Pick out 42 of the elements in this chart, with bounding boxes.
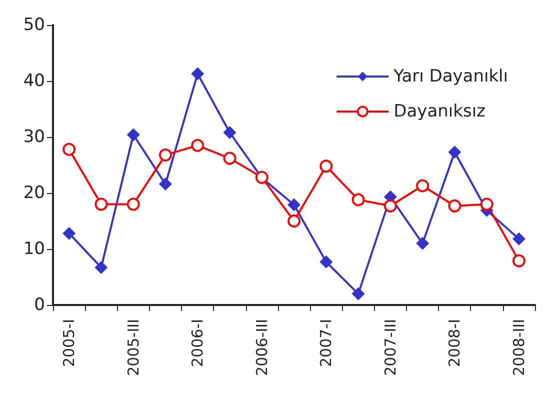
x-tick-label: 2007-III bbox=[381, 319, 400, 376]
point bbox=[416, 236, 430, 250]
point bbox=[288, 198, 300, 212]
x-tick-label: 2008-III bbox=[510, 319, 528, 376]
point bbox=[126, 128, 140, 142]
point bbox=[223, 152, 236, 165]
x-tick-label: 2005-III bbox=[124, 319, 142, 376]
point bbox=[126, 198, 140, 211]
y-tick-label: 0 bbox=[34, 295, 45, 315]
point bbox=[191, 67, 204, 80]
y-tick-label: 10 bbox=[23, 239, 45, 259]
point bbox=[416, 179, 430, 192]
point bbox=[158, 148, 172, 162]
point bbox=[62, 226, 76, 240]
point bbox=[320, 160, 333, 173]
x-tick-label: 2006-I bbox=[188, 319, 207, 368]
point bbox=[62, 142, 76, 156]
y-tick-label: 40 bbox=[23, 71, 45, 91]
y-tick-label: 50 bbox=[23, 15, 45, 35]
point bbox=[384, 199, 397, 212]
point bbox=[320, 255, 333, 268]
point bbox=[191, 138, 204, 152]
point bbox=[352, 193, 365, 206]
point bbox=[94, 260, 108, 274]
x-tick-label: 2005-I bbox=[60, 319, 78, 368]
point bbox=[288, 214, 300, 228]
x-tick-label: 2006-III bbox=[252, 319, 271, 376]
legend-label: Dayanıksız bbox=[394, 102, 486, 122]
point bbox=[512, 254, 526, 268]
point bbox=[448, 199, 462, 212]
point bbox=[448, 146, 462, 159]
point bbox=[158, 178, 172, 191]
x-tick-label: 2007-I bbox=[317, 319, 336, 368]
point bbox=[94, 198, 108, 211]
point bbox=[512, 232, 526, 246]
y-tick-label: 30 bbox=[23, 127, 45, 147]
y-tick-label: 20 bbox=[23, 183, 45, 203]
point bbox=[223, 126, 236, 140]
legend-label: Yarı Dayanıklı bbox=[392, 66, 508, 86]
point bbox=[480, 198, 494, 211]
point bbox=[352, 287, 365, 300]
x-tick-label: 2008-I bbox=[446, 319, 464, 368]
